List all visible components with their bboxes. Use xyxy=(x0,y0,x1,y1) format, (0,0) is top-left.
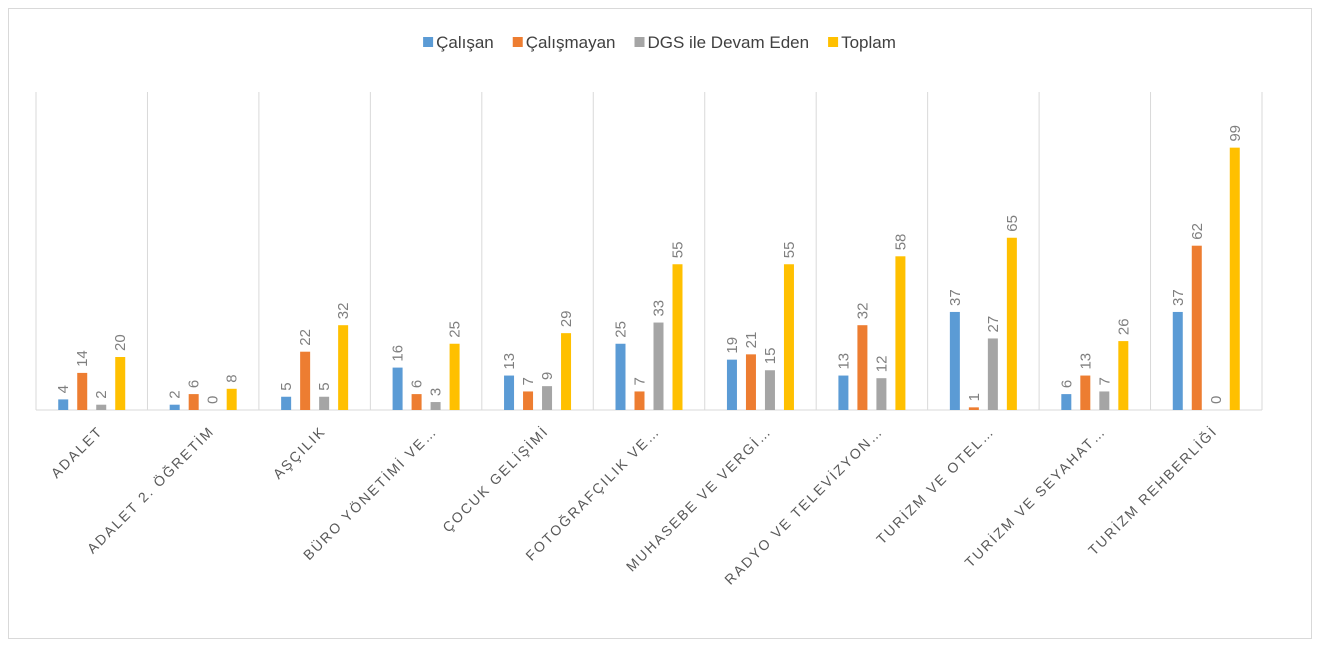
data-label: 13 xyxy=(501,353,518,370)
data-label: 62 xyxy=(1189,223,1206,240)
bar xyxy=(857,325,868,410)
data-label: 32 xyxy=(335,303,352,320)
bar xyxy=(58,399,69,410)
data-label: 8 xyxy=(224,374,241,382)
data-label: 32 xyxy=(854,303,871,320)
bar xyxy=(764,370,775,410)
bar xyxy=(319,396,330,410)
bar xyxy=(1191,245,1202,410)
data-label: 4 xyxy=(55,385,72,393)
data-label: 12 xyxy=(873,356,890,373)
data-label: 15 xyxy=(762,348,779,365)
bar xyxy=(411,394,422,410)
bar xyxy=(77,372,88,410)
legend-swatch xyxy=(423,37,434,47)
data-label: 58 xyxy=(892,234,909,251)
legend-swatch xyxy=(634,37,645,47)
bar xyxy=(987,338,998,410)
data-label: 3 xyxy=(428,388,445,396)
legend-label: Çalışmayan xyxy=(526,33,616,52)
data-label: 2 xyxy=(93,390,110,398)
bar xyxy=(96,404,107,410)
bar xyxy=(968,407,979,410)
data-label: 16 xyxy=(390,345,407,362)
bar xyxy=(1118,341,1129,410)
data-label: 14 xyxy=(74,350,91,367)
bar xyxy=(226,388,237,410)
data-label: 0 xyxy=(205,396,222,404)
legend-label: Çalışan xyxy=(436,33,494,52)
bar xyxy=(338,325,349,410)
bar xyxy=(1080,375,1091,410)
data-label: 20 xyxy=(112,334,129,351)
legend-label: DGS ile Devam Eden xyxy=(648,33,810,52)
data-label: 6 xyxy=(1058,380,1075,388)
data-label: 0 xyxy=(1208,396,1225,404)
bar xyxy=(949,311,960,410)
data-label: 2 xyxy=(167,390,184,398)
data-label: 13 xyxy=(1077,353,1094,370)
data-label: 25 xyxy=(613,321,630,338)
data-label: 19 xyxy=(724,337,741,354)
data-label: 13 xyxy=(835,353,852,370)
bar xyxy=(115,357,126,410)
bar xyxy=(392,367,403,410)
bar xyxy=(188,394,199,410)
data-label: 5 xyxy=(278,382,295,390)
data-label: 29 xyxy=(558,310,575,327)
bar xyxy=(726,359,737,410)
bar xyxy=(876,378,887,410)
data-label: 55 xyxy=(670,242,687,259)
data-label: 7 xyxy=(632,377,649,385)
bar xyxy=(523,391,534,410)
data-label: 37 xyxy=(1170,289,1187,306)
data-label: 65 xyxy=(1004,215,1021,232)
legend-label: Toplam xyxy=(841,33,896,52)
bar xyxy=(1172,311,1183,410)
data-label: 26 xyxy=(1115,318,1132,335)
bar xyxy=(634,391,645,410)
bar xyxy=(281,396,292,410)
bar xyxy=(1061,394,1072,410)
bar xyxy=(895,256,906,410)
bar xyxy=(1099,391,1110,410)
bar xyxy=(169,404,180,410)
data-label: 7 xyxy=(1096,377,1113,385)
legend-swatch xyxy=(828,37,839,47)
data-label: 6 xyxy=(409,380,426,388)
bar xyxy=(561,333,572,410)
data-label: 22 xyxy=(297,329,314,346)
data-label: 6 xyxy=(186,380,203,388)
data-label: 9 xyxy=(539,372,556,380)
bar xyxy=(300,351,311,410)
data-label: 99 xyxy=(1227,125,1244,142)
bar xyxy=(672,264,683,410)
bar xyxy=(783,264,794,410)
legend-swatch xyxy=(512,37,523,47)
data-label: 5 xyxy=(316,382,333,390)
bar xyxy=(653,322,664,410)
bar xyxy=(449,343,460,410)
bar xyxy=(838,375,849,410)
data-label: 21 xyxy=(743,332,760,349)
data-label: 33 xyxy=(651,300,668,317)
bar xyxy=(542,386,553,410)
data-label: 25 xyxy=(447,321,464,338)
bar xyxy=(504,375,515,410)
bar xyxy=(1006,237,1017,410)
bar xyxy=(430,402,441,410)
bar xyxy=(745,354,756,410)
data-label: 1 xyxy=(966,393,983,401)
bar xyxy=(1229,147,1240,410)
data-label: 7 xyxy=(520,377,537,385)
data-label: 55 xyxy=(781,242,798,259)
bar xyxy=(615,343,626,410)
data-label: 27 xyxy=(985,316,1002,333)
data-label: 37 xyxy=(947,289,964,306)
